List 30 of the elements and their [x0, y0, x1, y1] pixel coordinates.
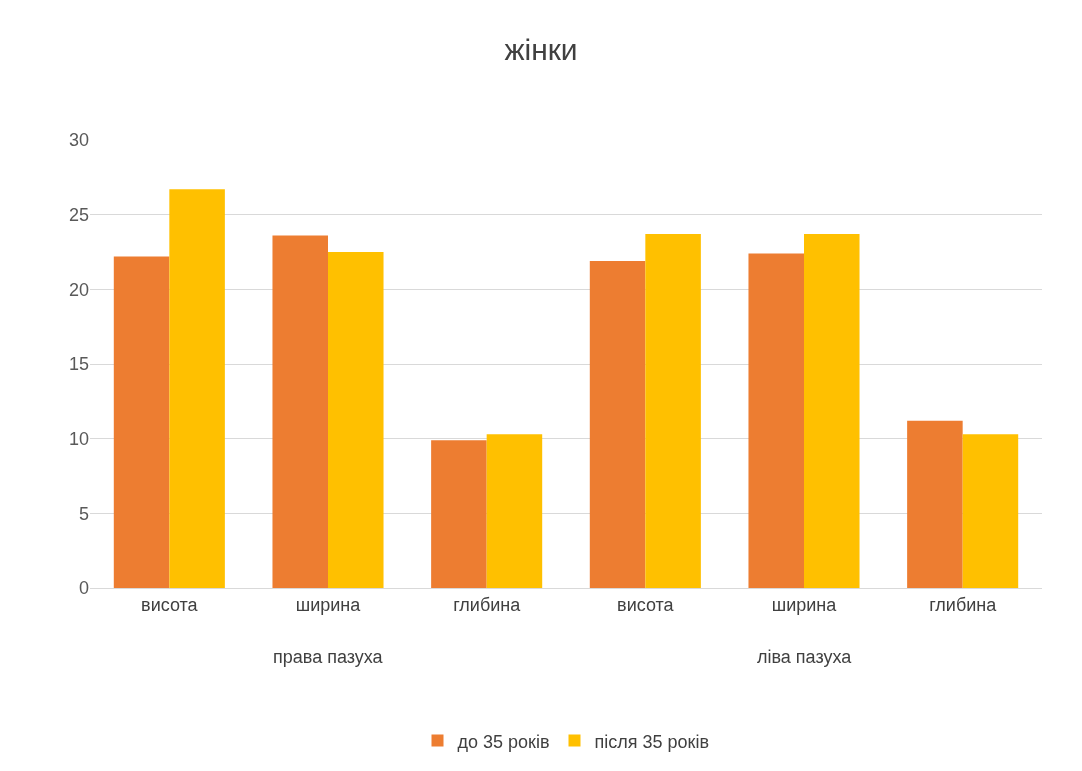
bar — [486, 434, 543, 588]
legend-label: після 35 років — [594, 731, 709, 752]
bar — [589, 260, 646, 588]
y-tick-label: 30 — [68, 130, 89, 151]
bar — [907, 420, 963, 588]
bar — [962, 434, 1019, 588]
bar — [328, 252, 384, 588]
bar — [272, 235, 328, 588]
x-tick-label: висота — [617, 594, 675, 615]
x-tick-label: глибина — [929, 594, 998, 615]
bar — [169, 189, 225, 588]
text: права пазуха — [273, 647, 384, 667]
y-tick-label: 0 — [78, 578, 89, 599]
chart-title: жінки — [504, 32, 578, 66]
x-tick-label: висота — [141, 594, 199, 615]
y-tick-label: 25 — [68, 204, 89, 225]
x-tick-label: ширина — [295, 594, 362, 615]
y-tick-label: 20 — [68, 279, 89, 300]
bar — [804, 234, 860, 588]
x-tick-label: глибина — [453, 594, 522, 615]
y-tick-label: 15 — [68, 354, 89, 375]
y-tick-label: 5 — [78, 503, 89, 524]
bar — [645, 234, 701, 588]
y-tick-label: 10 — [68, 428, 89, 449]
legend-label: до 35 років — [457, 731, 550, 752]
bar — [748, 253, 804, 588]
text: ліва пазуха — [757, 647, 853, 667]
bar — [431, 440, 487, 588]
x-tick-label: ширина — [771, 594, 838, 615]
bar — [113, 256, 170, 588]
